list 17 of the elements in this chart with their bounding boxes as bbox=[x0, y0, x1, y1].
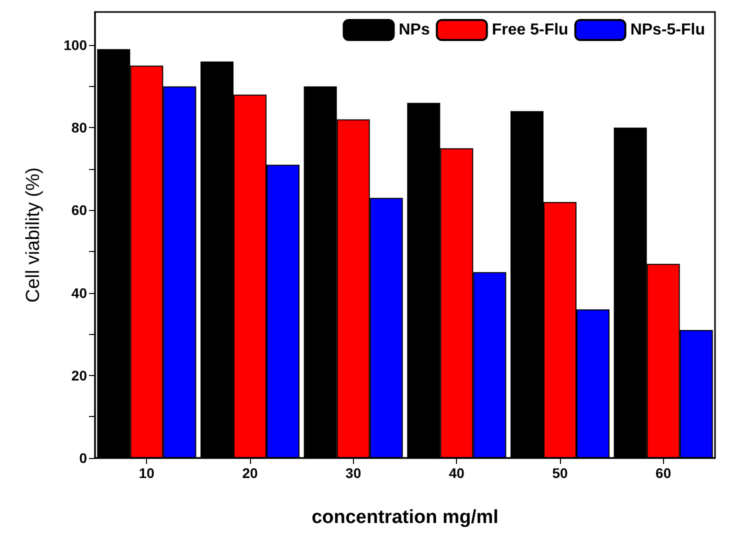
y-axis-title: Cell viability (%) bbox=[23, 167, 44, 303]
legend-label: NPs-5-Flu bbox=[630, 22, 705, 38]
x-tick-label: 40 bbox=[448, 465, 465, 481]
x-tick-label: 10 bbox=[138, 465, 155, 481]
x-tick-label: 50 bbox=[552, 465, 568, 481]
y-tick-label: 100 bbox=[64, 37, 88, 54]
x-tick-label: 60 bbox=[656, 465, 672, 481]
y-tick-label: 0 bbox=[79, 450, 88, 466]
x-axis-title: concentration mg/ml bbox=[312, 507, 498, 528]
y-tick-label: 80 bbox=[71, 120, 88, 136]
legend-label: Free 5-Flu bbox=[492, 22, 568, 38]
y-tick-label: 20 bbox=[71, 367, 88, 384]
x-tick-label: 20 bbox=[242, 465, 258, 481]
legend-label: NPs bbox=[398, 22, 430, 38]
y-tick-label: 40 bbox=[71, 284, 88, 301]
x-tick-label: 30 bbox=[346, 465, 362, 481]
y-tick-label: 60 bbox=[71, 202, 88, 218]
